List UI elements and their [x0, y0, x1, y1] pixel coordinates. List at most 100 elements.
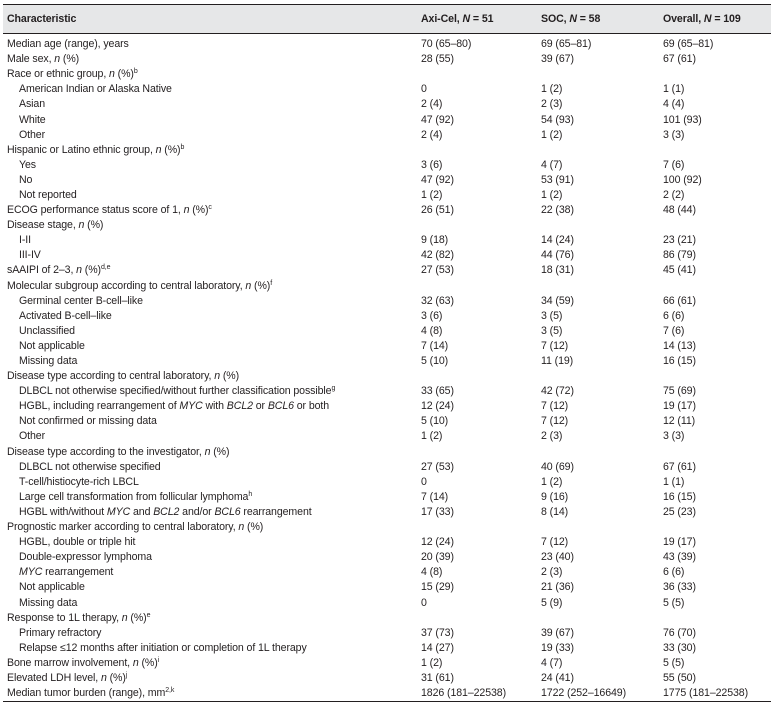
table-header-row: Characteristic Axi-Cel, N = 51 SOC, N = …: [3, 4, 771, 34]
cell-soc: 9 (16): [541, 490, 569, 503]
table-row: Male sex, n (%) 28 (55) 39 (67) 67 (61): [3, 52, 771, 67]
row-label: Not confirmed or missing data: [19, 415, 157, 428]
row-label: White: [19, 113, 46, 126]
table-row: HGBL with/without MYC and BCL2 and/or BC…: [3, 505, 771, 520]
footnote-marker: e: [146, 611, 151, 619]
table-row: Median tumor burden (range), mm2,k 1826 (…: [3, 686, 771, 703]
cell-overall: 19 (17): [663, 400, 696, 413]
cell-axi-cel: 17 (33): [421, 505, 454, 518]
row-label: III-IV: [19, 249, 41, 262]
cell-overall: 75 (69): [663, 385, 696, 398]
row-label: Not reported: [19, 188, 77, 201]
cell-axi-cel: 27 (53): [421, 460, 454, 473]
table-row: Yes 3 (6) 4 (7) 7 (6): [3, 158, 771, 173]
header-overall: Overall, N = 109: [659, 4, 771, 34]
cell-axi-cel: 47 (92): [421, 173, 454, 186]
header-characteristic: Characteristic: [3, 4, 417, 34]
table-row: No 47 (92) 53 (91) 100 (92): [3, 173, 771, 188]
cell-axi-cel: 32 (63): [421, 294, 454, 307]
cell-soc: 3 (5): [541, 309, 563, 322]
cell-axi-cel: 1 (2): [421, 430, 443, 443]
cell-overall: 19 (17): [663, 536, 696, 549]
cell-soc: 1 (2): [541, 188, 563, 201]
cell-axi-cel: [417, 520, 537, 535]
cell-overall: 67 (61): [663, 53, 696, 66]
cell-soc: 7 (12): [541, 415, 569, 428]
cell-overall: 6 (6): [663, 309, 685, 322]
cell-soc: 1 (2): [541, 475, 563, 488]
row-label: HGBL, double or triple hit: [19, 536, 136, 549]
table-row: Large cell transformation from follicula…: [3, 490, 771, 505]
cell-overall: [659, 445, 771, 460]
cell-soc: [537, 67, 659, 82]
cell-overall: [659, 520, 771, 535]
row-label: Median tumor burden (range), mm2,k: [3, 686, 417, 703]
cell-soc: 2 (3): [541, 566, 563, 579]
table-row: III-IV 42 (82) 44 (76) 86 (79): [3, 248, 771, 263]
row-label: American Indian or Alaska Native: [19, 83, 172, 96]
row-label: Activated B-cell–like: [19, 309, 112, 322]
cell-soc: 23 (40): [541, 551, 574, 564]
row-label: HGBL, including rearrangement of MYC wit…: [19, 400, 330, 413]
row-label: Large cell transformation from follicula…: [19, 490, 253, 503]
cell-axi-cel: 1 (2): [421, 188, 443, 201]
cell-soc: 24 (41): [541, 671, 574, 684]
row-label: Response to 1L therapy, n (%)e: [7, 611, 151, 624]
cell-soc: [537, 218, 659, 233]
cell-axi-cel: 70 (65–80): [421, 38, 472, 51]
table-row: Not confirmed or missing data 5 (10) 7 (12…: [3, 414, 771, 429]
cell-soc: 34 (59): [541, 294, 574, 307]
cell-axi-cel: 9 (18): [421, 234, 449, 247]
cell-soc: 53 (91): [541, 173, 574, 186]
cell-overall: 7 (6): [663, 324, 685, 337]
cell-axi-cel: 28 (55): [421, 53, 454, 66]
cell-overall: 45 (41): [663, 264, 696, 277]
cell-axi-cel: 1826 (181–22538): [417, 686, 537, 703]
cell-soc: 21 (36): [541, 581, 574, 594]
row-label: Other: [19, 430, 45, 443]
row-label: Elevated LDH level, n (%)j: [7, 671, 128, 684]
cell-overall: 1 (1): [663, 475, 685, 488]
cell-soc: 39 (67): [541, 53, 574, 66]
cell-soc: 3 (5): [541, 324, 563, 337]
cell-overall: 1775 (181–22538): [659, 686, 771, 703]
table-row: Other 1 (2) 2 (3) 3 (3): [3, 429, 771, 444]
row-label: I-II: [19, 234, 31, 247]
cell-overall: [659, 67, 771, 82]
footnote-marker: b: [180, 143, 185, 151]
cell-axi-cel: 1 (2): [421, 656, 443, 669]
cell-soc: [537, 279, 659, 294]
cell-overall: [659, 218, 771, 233]
cell-overall: 55 (50): [663, 671, 696, 684]
table-row: Unclassified 4 (8) 3 (5) 7 (6): [3, 324, 771, 339]
cell-axi-cel: 27 (53): [421, 264, 454, 277]
row-label: Double-expressor lymphoma: [19, 551, 152, 564]
table-row: Median age (range), years 70 (65–80) 69 (6…: [3, 34, 771, 53]
table-row: Asian 2 (4) 2 (3) 4 (4): [3, 97, 771, 112]
row-label: No: [19, 173, 33, 186]
table-row: Other 2 (4) 1 (2) 3 (3): [3, 128, 771, 143]
row-label: Missing data: [19, 596, 78, 609]
table-row: DLBCL not otherwise specified 27 (53) 40 (…: [3, 460, 771, 475]
cell-axi-cel: [417, 218, 537, 233]
cell-soc: 44 (76): [541, 249, 574, 262]
cell-soc: 7 (12): [541, 339, 569, 352]
cell-overall: 6 (6): [663, 566, 685, 579]
table-row: ECOG performance status score of 1, n (%…: [3, 203, 771, 218]
cell-axi-cel: 42 (82): [421, 249, 454, 262]
cell-axi-cel: 7 (14): [421, 490, 449, 503]
cell-overall: 5 (5): [663, 656, 685, 669]
cell-axi-cel: [417, 67, 537, 82]
cell-soc: 5 (9): [541, 596, 563, 609]
cell-overall: 100 (92): [663, 173, 702, 186]
cell-axi-cel: 3 (6): [421, 309, 443, 322]
table-row: Germinal center B-cell–like 32 (63) 34 (59…: [3, 294, 771, 309]
cell-axi-cel: 31 (61): [421, 671, 454, 684]
row-label: Male sex, n (%): [7, 53, 80, 66]
table-row: Relapse ≤12 months after initiation or c…: [3, 641, 771, 656]
row-label: HGBL with/without MYC and BCL2 and/or BC…: [19, 505, 312, 518]
cell-overall: 36 (33): [663, 581, 696, 594]
cell-axi-cel: 5 (10): [421, 415, 449, 428]
table-row: Disease type according to the investigat…: [3, 445, 771, 460]
table-row: Response to 1L therapy, n (%)e: [3, 611, 771, 626]
